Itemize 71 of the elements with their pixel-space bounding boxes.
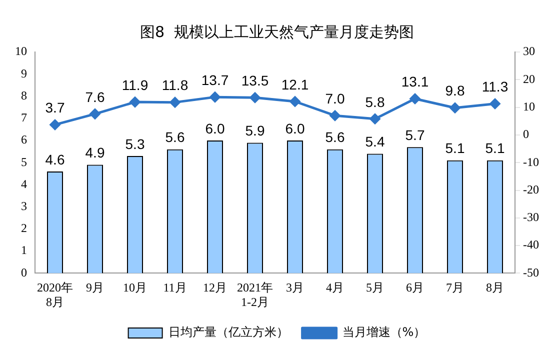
data-label: 7.0 xyxy=(325,90,345,106)
x-tick-label: 11月 xyxy=(163,280,187,295)
data-label: 9.8 xyxy=(445,82,465,99)
y-tick-label: 0 xyxy=(21,265,27,280)
x-tick-label: 9月 xyxy=(86,280,104,295)
data-label: 13.5 xyxy=(241,72,269,88)
data-label: 4.9 xyxy=(85,144,105,161)
data-label: 11.3 xyxy=(482,78,508,95)
y-tick-label: 9 xyxy=(21,66,27,80)
legend-label: 当月增速（%） xyxy=(342,325,426,340)
y2-tick-label: -20 xyxy=(523,182,540,196)
y-tick-label: 4 xyxy=(21,176,27,191)
point xyxy=(130,96,140,108)
point xyxy=(490,98,500,109)
chart-title: 图8 规模以上工业天然气产量月度走势图 xyxy=(140,22,414,41)
data-label: 5.9 xyxy=(245,122,265,139)
data-label: 5.4 xyxy=(365,134,385,150)
x-tick-label: 2021年 1-2月 xyxy=(237,280,273,309)
y2-tick-label: 0 xyxy=(523,127,530,142)
x-tick-label: 7月 xyxy=(446,280,464,295)
x-tick-label: 3月 xyxy=(286,280,304,295)
data-label: 6.0 xyxy=(285,120,305,136)
y2-tick-label: -50 xyxy=(523,265,540,280)
y-tick-label: 1 xyxy=(21,243,27,258)
point xyxy=(290,96,300,107)
data-label: 5.1 xyxy=(445,140,465,156)
x-tick-label: 6月 xyxy=(406,280,424,295)
point xyxy=(250,92,260,103)
point xyxy=(330,110,340,121)
point xyxy=(90,108,100,120)
point xyxy=(410,93,420,104)
y-tick-label: 3 xyxy=(21,198,27,213)
data-label: 4.6 xyxy=(45,151,65,168)
data-label: 5.7 xyxy=(405,126,425,143)
data-label: 6.0 xyxy=(205,120,225,136)
x-tick-label: 12月 xyxy=(203,280,227,295)
y-tick-label: 2 xyxy=(21,221,27,236)
data-label: 13.7 xyxy=(201,72,229,88)
point xyxy=(50,119,60,130)
data-label: 11.8 xyxy=(162,77,188,94)
data-label: 12.1 xyxy=(281,76,309,92)
y-tick-label: 8 xyxy=(21,88,27,102)
point xyxy=(210,92,220,102)
data-label: 3.7 xyxy=(45,100,65,116)
data-label: 13.1 xyxy=(401,74,429,90)
y-tick-label: 5 xyxy=(21,154,27,169)
point xyxy=(370,114,380,124)
y2-tick-label: 20 xyxy=(523,72,536,86)
data-label: 11.9 xyxy=(122,76,148,93)
data-label: 7.6 xyxy=(85,88,105,105)
data-label: 5.3 xyxy=(125,136,145,152)
point xyxy=(450,102,460,114)
y2-tick-label: -10 xyxy=(523,154,540,169)
x-tick-label: 4月 xyxy=(326,280,344,295)
data-label: 5.1 xyxy=(485,140,505,156)
x-tick-label: 10月 xyxy=(123,280,147,295)
data-label: 5.6 xyxy=(325,129,345,146)
y2-tick-label: 30 xyxy=(523,44,536,58)
y-tick-label: 7 xyxy=(21,110,27,125)
point xyxy=(170,97,180,108)
x-tick-label: 8月 xyxy=(486,280,504,295)
y2-tick-label: 10 xyxy=(523,99,536,114)
x-tick-label: 2020年 8月 xyxy=(37,280,73,309)
legend-label: 日均产量（亿立方米） xyxy=(168,325,288,340)
data-label: 5.6 xyxy=(165,129,185,146)
y-tick-label: 10 xyxy=(15,44,27,58)
y-tick-label: 6 xyxy=(21,132,27,147)
y2-tick-label: -30 xyxy=(523,210,540,224)
x-tick-label: 5月 xyxy=(366,280,384,295)
y2-tick-label: -40 xyxy=(523,238,540,252)
data-label: 5.8 xyxy=(365,94,385,110)
